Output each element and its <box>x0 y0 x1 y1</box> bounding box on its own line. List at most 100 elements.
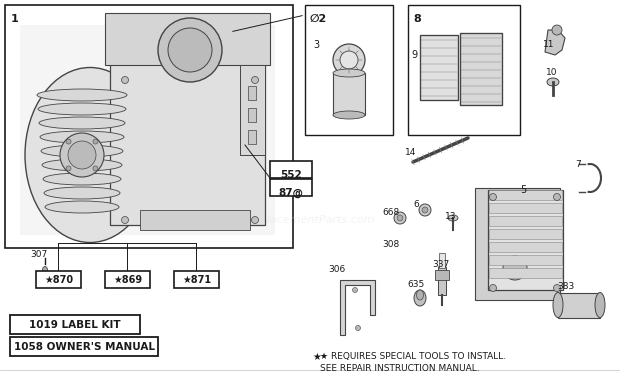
Bar <box>420 35 458 100</box>
Ellipse shape <box>37 89 127 101</box>
Bar <box>248 86 256 100</box>
Circle shape <box>554 285 560 291</box>
Circle shape <box>490 285 497 291</box>
Ellipse shape <box>547 78 559 86</box>
Text: 14: 14 <box>405 148 417 157</box>
Ellipse shape <box>44 187 120 199</box>
Bar <box>439 253 445 268</box>
Text: 11: 11 <box>543 40 554 49</box>
Circle shape <box>422 207 428 213</box>
Text: ★869: ★869 <box>113 275 142 285</box>
Bar <box>489 242 562 252</box>
Circle shape <box>122 216 128 224</box>
Ellipse shape <box>417 290 423 300</box>
Bar <box>489 190 562 200</box>
Ellipse shape <box>43 266 48 273</box>
Ellipse shape <box>41 145 123 157</box>
Bar <box>105 13 270 65</box>
Bar <box>489 203 562 213</box>
Text: 8: 8 <box>413 14 421 24</box>
Text: 1058 OWNER'S MANUAL: 1058 OWNER'S MANUAL <box>14 342 154 352</box>
Text: ★871: ★871 <box>182 275 211 285</box>
Bar <box>270 179 312 196</box>
Bar <box>270 161 312 178</box>
Ellipse shape <box>448 215 458 221</box>
Text: 635: 635 <box>407 280 424 289</box>
Text: 306: 306 <box>328 265 345 274</box>
Text: 7: 7 <box>575 160 581 169</box>
Circle shape <box>66 139 71 144</box>
Text: 3: 3 <box>313 40 319 50</box>
Bar <box>489 229 562 239</box>
Ellipse shape <box>42 159 122 171</box>
Text: 1: 1 <box>11 14 19 24</box>
Bar <box>489 255 562 265</box>
Bar <box>10 337 158 356</box>
Bar <box>174 271 219 288</box>
Text: SEE REPAIR INSTRUCTION MANUAL.: SEE REPAIR INSTRUCTION MANUAL. <box>320 364 480 373</box>
Circle shape <box>394 212 406 224</box>
Bar <box>105 271 150 288</box>
Text: 337: 337 <box>432 260 450 269</box>
Circle shape <box>93 139 98 144</box>
Text: 1019 LABEL KIT: 1019 LABEL KIT <box>29 320 121 330</box>
Polygon shape <box>545 30 565 55</box>
Circle shape <box>252 77 259 84</box>
Ellipse shape <box>595 293 605 318</box>
Ellipse shape <box>45 201 119 213</box>
Ellipse shape <box>38 103 126 115</box>
Circle shape <box>158 18 222 82</box>
Text: 552: 552 <box>280 170 302 180</box>
Text: 10: 10 <box>546 68 557 77</box>
Bar <box>475 188 560 300</box>
Text: 307: 307 <box>30 250 47 259</box>
Bar <box>248 130 256 144</box>
Circle shape <box>503 256 527 280</box>
Text: 6: 6 <box>413 200 418 209</box>
Bar <box>5 5 293 248</box>
Bar <box>240 65 265 155</box>
Bar <box>438 267 446 295</box>
Circle shape <box>490 194 497 201</box>
Bar <box>305 5 393 135</box>
Bar <box>489 216 562 226</box>
Circle shape <box>353 288 358 293</box>
Bar <box>248 108 256 122</box>
Circle shape <box>68 141 96 169</box>
Text: 13: 13 <box>445 212 456 221</box>
Circle shape <box>340 51 358 69</box>
Text: 5: 5 <box>520 185 526 195</box>
Text: ∅2: ∅2 <box>310 14 327 24</box>
Circle shape <box>552 25 562 35</box>
Bar <box>408 5 520 135</box>
Circle shape <box>355 325 360 330</box>
Ellipse shape <box>25 67 155 243</box>
Bar <box>110 40 265 225</box>
Text: ★870: ★870 <box>44 275 73 285</box>
Circle shape <box>554 194 560 201</box>
Circle shape <box>122 77 128 84</box>
Circle shape <box>66 166 71 171</box>
Circle shape <box>333 44 365 76</box>
Text: 9: 9 <box>411 50 417 60</box>
Bar <box>420 35 458 100</box>
Circle shape <box>252 216 259 224</box>
Ellipse shape <box>414 290 426 306</box>
Circle shape <box>60 133 104 177</box>
Ellipse shape <box>40 131 124 143</box>
Text: 668: 668 <box>382 208 399 217</box>
Text: 308: 308 <box>382 240 399 249</box>
Circle shape <box>93 166 98 171</box>
Ellipse shape <box>43 173 121 185</box>
Text: ★: ★ <box>312 352 321 362</box>
Ellipse shape <box>333 69 365 77</box>
Text: 87@: 87@ <box>278 188 304 198</box>
Bar <box>460 33 502 105</box>
Bar <box>333 73 365 115</box>
Bar <box>20 25 275 235</box>
Circle shape <box>168 28 212 72</box>
Circle shape <box>397 215 403 221</box>
Bar <box>10 315 140 334</box>
Text: 383: 383 <box>557 282 574 291</box>
Ellipse shape <box>39 117 125 129</box>
